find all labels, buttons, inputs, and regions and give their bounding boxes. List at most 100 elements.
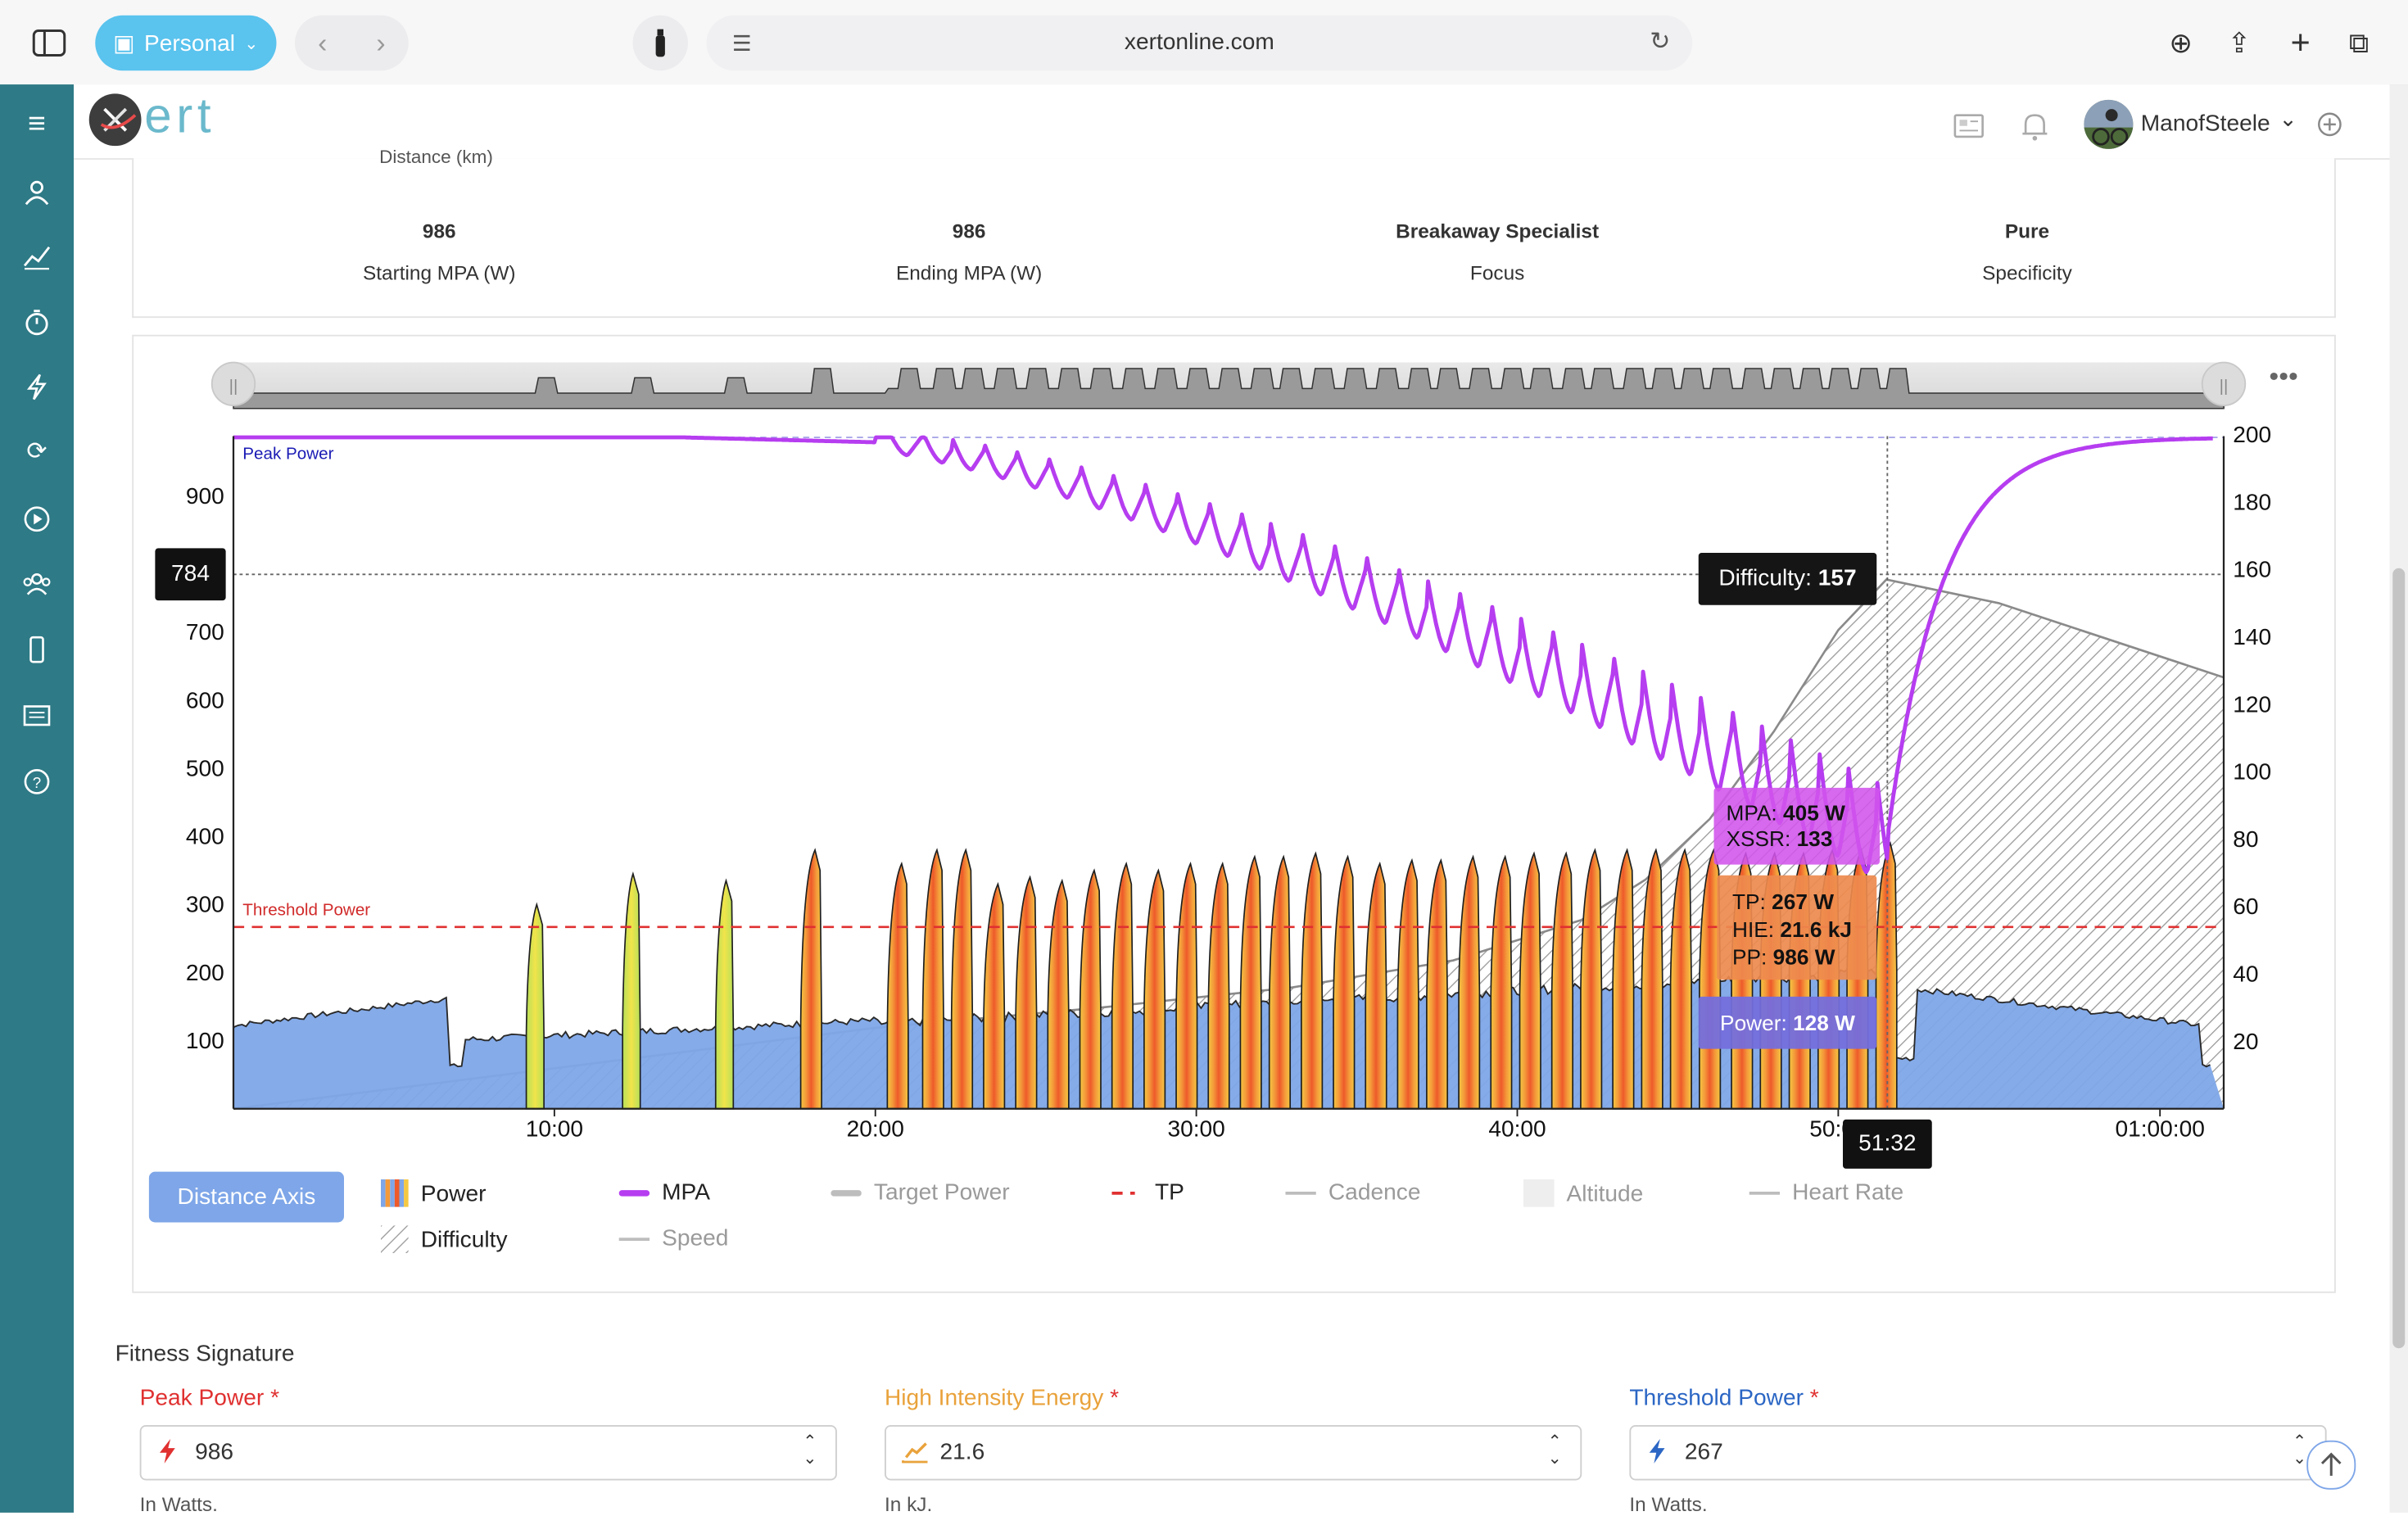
y-right-tick-label: 40 <box>2233 962 2258 987</box>
legend-tp[interactable]: TP <box>1112 1179 1184 1206</box>
field-label-text: High Intensity Energy <box>885 1385 1103 1411</box>
x-tick-label: 30:00 <box>1167 1116 1224 1142</box>
legend-label: Difficulty <box>421 1226 508 1252</box>
field-label-text: Threshold Power <box>1629 1385 1804 1411</box>
y-hover-label: 784 <box>155 548 225 600</box>
legend-heart-rate[interactable]: Heart Rate <box>1749 1179 1904 1206</box>
threshold-power-label: Threshold Power <box>242 902 370 921</box>
peak-power-input[interactable]: 986 ⌃⌄ <box>140 1425 837 1481</box>
threshold-power-value: 267 <box>1685 1439 1723 1465</box>
legend-mpa[interactable]: MPA <box>619 1179 710 1206</box>
lightning-blue-icon <box>1646 1437 1668 1471</box>
power-swatch-icon <box>381 1179 409 1207</box>
tooltip-key: HIE: <box>1732 916 1774 941</box>
mpa-swatch-icon <box>619 1188 650 1197</box>
legend-label: Target Power <box>874 1179 1010 1206</box>
more-options-icon: ••• <box>2269 361 2297 392</box>
legend-label: Cadence <box>1328 1179 1421 1206</box>
y-right-tick-label: 80 <box>2233 826 2258 852</box>
tooltip-value: 986 W <box>1773 944 1835 969</box>
peak-power-value: 986 <box>195 1439 233 1465</box>
tooltip-key: XSSR: <box>1727 826 1791 851</box>
hie-field-label: High Intensity Energy * <box>885 1385 1119 1411</box>
hie-value: 21.6 <box>940 1439 985 1465</box>
lightning-red-icon <box>156 1437 178 1471</box>
peak-power-field-label: Peak Power * <box>140 1385 279 1411</box>
y-left-tick-label: 500 <box>186 755 224 781</box>
altitude-swatch-icon <box>1523 1179 1555 1207</box>
tooltip-value: 21.6 kJ <box>1780 916 1852 941</box>
required-mark: * <box>1110 1385 1119 1411</box>
legend-difficulty[interactable]: Difficulty <box>381 1225 508 1253</box>
scroll-to-top-icon[interactable] <box>2306 1441 2356 1490</box>
y-left-tick-label: 300 <box>186 892 224 917</box>
tooltip-key: Difficulty: <box>1718 565 1812 591</box>
hie-input[interactable]: 21.6 ⌃⌄ <box>885 1425 1582 1481</box>
fitness-signature-title: Fitness Signature <box>115 1341 295 1367</box>
navigator-left-grip: || <box>229 377 238 396</box>
tooltip-value: 267 W <box>1772 889 1834 914</box>
y-left-tick-label: 400 <box>186 824 224 849</box>
legend-altitude[interactable]: Altitude <box>1523 1179 1643 1207</box>
tooltip-value: 405 W <box>1783 800 1845 825</box>
legend-speed[interactable]: Speed <box>619 1225 729 1251</box>
y-right-tick-label: 160 <box>2233 557 2271 582</box>
tooltip-key: MPA: <box>1727 800 1777 825</box>
difficulty-swatch-icon <box>381 1225 409 1253</box>
y-left-tick-label: 900 <box>186 483 224 509</box>
navigator-right-grip: || <box>2220 377 2229 396</box>
fitness-signature-tooltip: TP: 267 W HIE: 21.6 kJ PP: 986 W <box>1717 876 1876 980</box>
threshold-power-input[interactable]: 267 ⌃⌄ <box>1629 1425 2326 1481</box>
legend-label: Heart Rate <box>1792 1179 1903 1206</box>
y-right-tick-label: 120 <box>2233 691 2271 717</box>
x-tick-label: 20:00 <box>847 1116 904 1142</box>
tooltip-key: PP: <box>1732 944 1767 969</box>
tooltip-value: 133 <box>1797 826 1833 851</box>
legend-power[interactable]: Power <box>381 1179 486 1207</box>
distance-axis-button[interactable]: Distance Axis <box>149 1172 344 1223</box>
legend-target-power[interactable]: Target Power <box>831 1179 1009 1206</box>
x-tick-label: 40:00 <box>1488 1116 1546 1142</box>
trend-orange-icon <box>902 1439 930 1470</box>
required-mark: * <box>270 1385 279 1411</box>
page-scrollbar-thumb[interactable] <box>2392 568 2405 1349</box>
y-left-tick-label: 600 <box>186 687 224 713</box>
difficulty-tooltip: Difficulty: 157 <box>1699 553 1877 605</box>
stepper-icon[interactable]: ⌃⌄ <box>1548 1434 1562 1468</box>
y-right-tick-label: 100 <box>2233 759 2271 785</box>
heart-rate-swatch-icon <box>1749 1188 1781 1197</box>
legend-label: TP <box>1155 1179 1184 1206</box>
cadence-swatch-icon <box>1285 1188 1316 1197</box>
field-label-text: Peak Power <box>140 1385 265 1411</box>
tooltip-value: 157 <box>1818 565 1857 591</box>
legend-label: Altitude <box>1567 1180 1644 1206</box>
legend-label: Speed <box>662 1225 728 1251</box>
tp-swatch-icon <box>1112 1188 1143 1197</box>
y-right-tick-label: 180 <box>2233 489 2271 514</box>
stepper-icon[interactable]: ⌃⌄ <box>803 1434 817 1468</box>
mpa-tooltip: MPA: 405 W XSSR: 133 <box>1714 788 1881 865</box>
y-left-tick-label: 200 <box>186 960 224 985</box>
tooltip-key: TP: <box>1732 889 1766 914</box>
legend-label: MPA <box>662 1179 710 1206</box>
hie-hint: In kJ. <box>885 1493 932 1516</box>
y-right-tick-label: 20 <box>2233 1029 2258 1054</box>
y-left-tick-label: 100 <box>186 1028 224 1053</box>
legend-label: Power <box>421 1180 487 1206</box>
y-right-tick-label: 200 <box>2233 422 2271 447</box>
x-tick-label: 10:00 <box>526 1116 583 1142</box>
legend-cadence[interactable]: Cadence <box>1285 1179 1420 1206</box>
x-hover-label: 51:32 <box>1843 1120 1932 1169</box>
threshold-power-hint: In Watts. <box>1629 1493 1707 1516</box>
peak-power-hint: In Watts. <box>140 1493 218 1516</box>
stepper-icon[interactable]: ⌃⌄ <box>2293 1434 2306 1468</box>
speed-swatch-icon <box>619 1234 650 1243</box>
x-tick-label: 01:00:00 <box>2115 1116 2204 1142</box>
power-tooltip: Power: 128 W <box>1699 997 1877 1049</box>
y-right-tick-label: 140 <box>2233 624 2271 649</box>
target-power-swatch-icon <box>831 1188 862 1197</box>
required-mark: * <box>1810 1385 1819 1411</box>
y-right-tick-label: 60 <box>2233 894 2258 919</box>
tooltip-key: Power: <box>1720 1011 1787 1035</box>
